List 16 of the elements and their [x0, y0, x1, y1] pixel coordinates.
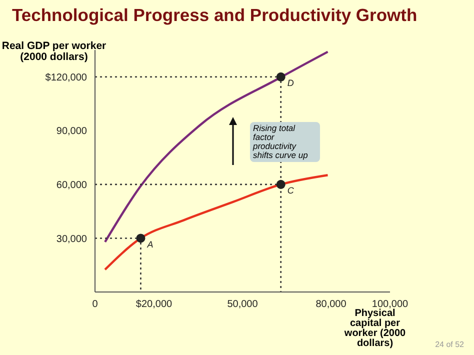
data-label: A	[146, 239, 154, 250]
y-tick-label: $120,000	[45, 72, 88, 84]
y-tick-label: 90,000	[56, 126, 88, 138]
annotation: Rising total factor productivity shifts curve up	[250, 122, 320, 162]
y-axis-title: Real GDP per worker (2000 dollars)	[0, 40, 108, 63]
x-tick-label: 0	[92, 299, 98, 310]
x-tick-label: $20,000	[136, 299, 173, 310]
chart-title: Technological Progress and Productivity Growth	[12, 5, 418, 26]
text: 24 of 52	[435, 340, 464, 349]
y-tick-label: 60,000	[56, 180, 88, 191]
x-axis-title: Physical capital per worker (2000 dollars)	[344, 308, 406, 349]
x-tick-label: 80,000	[316, 299, 347, 310]
y-tick-label: 30,000	[56, 234, 88, 245]
data-label: D	[287, 78, 294, 88]
data-label: C	[287, 186, 294, 196]
x-tick-label: 50,000	[227, 299, 258, 310]
